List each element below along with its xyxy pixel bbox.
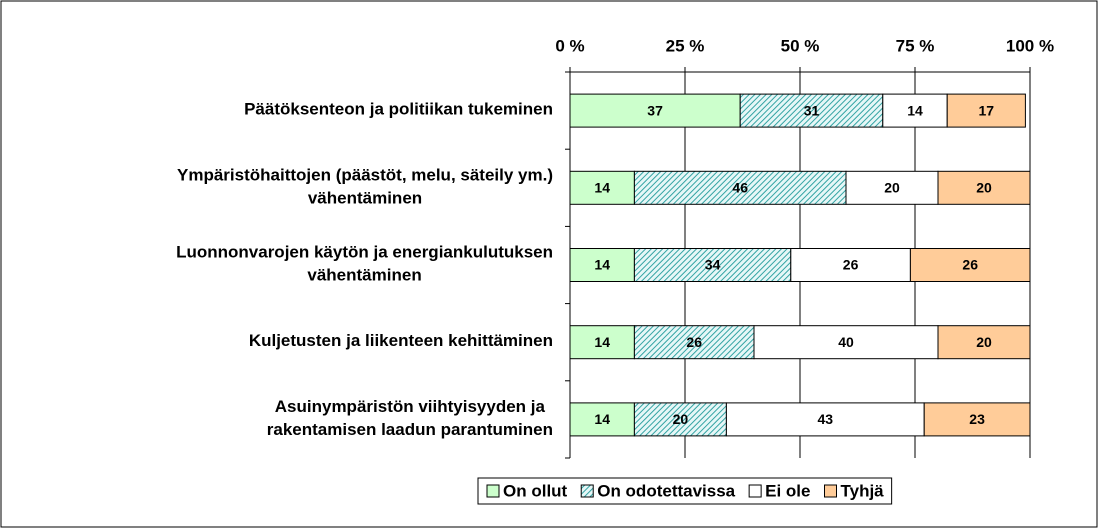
data-label: 14	[594, 180, 610, 196]
data-label: 34	[705, 257, 721, 273]
y-tick-label: Ympäristöhaittojen (päästöt, melu, sätei…	[177, 166, 553, 208]
bar-segment	[937, 170, 1031, 205]
label-line: rakentamisen laadun parantuminen	[267, 420, 553, 439]
y-tick-label: Päätöksenteon ja politiikan tukeminen	[244, 100, 553, 119]
y-tick-label: Kuljetusten ja liikenteen kehittäminen	[249, 332, 553, 351]
data-label: 26	[686, 334, 702, 350]
label-line: Ympäristöhaittojen (päästöt, melu, sätei…	[177, 166, 553, 185]
data-label: 14	[594, 411, 610, 427]
data-label: 17	[979, 102, 995, 118]
label-line: Päätöksenteon ja politiikan tukeminen	[244, 100, 553, 119]
data-label: 37	[647, 102, 663, 118]
bar-segment	[909, 248, 1031, 282]
data-label: 20	[976, 334, 992, 350]
data-label: 23	[969, 411, 985, 427]
x-tick-label: 0 %	[555, 36, 584, 55]
x-tick-label: 50 %	[781, 36, 820, 55]
label-line: Luonnonvarojen käytön ja energiankulutuk…	[176, 243, 553, 262]
data-label: 14	[907, 102, 923, 118]
legend-swatch	[748, 484, 762, 498]
legend-label: Tyhjä	[841, 481, 885, 500]
x-tick-label: 25 %	[666, 36, 705, 55]
x-tick-label: 75 %	[896, 36, 935, 55]
data-label: 46	[732, 180, 748, 196]
data-label: 20	[673, 411, 689, 427]
bar-segment	[725, 402, 925, 437]
data-label: 43	[818, 411, 834, 427]
legend-swatch	[580, 484, 594, 498]
bar-segment	[569, 402, 635, 437]
bar-segment	[946, 93, 1026, 128]
data-label: 40	[838, 334, 854, 350]
data-label: 20	[884, 180, 900, 196]
bar-segment	[845, 170, 939, 205]
legend-label: On odotettavissa	[597, 481, 735, 500]
bar-segment	[739, 93, 884, 128]
data-label: 20	[976, 180, 992, 196]
y-tick-label: Luonnonvarojen käytön ja energiankulutuk…	[176, 243, 553, 285]
label-line: Asuinympäristön viihtyisyyden ja	[275, 397, 546, 416]
data-label: 14	[594, 334, 610, 350]
bar-segment	[633, 402, 727, 437]
bar-segment	[569, 325, 635, 360]
legend-swatch	[486, 484, 500, 498]
bar-segment	[569, 93, 741, 128]
bar-segment	[882, 93, 948, 128]
label-line: Kuljetusten ja liikenteen kehittäminen	[249, 332, 553, 351]
legend-label: Ei ole	[765, 481, 810, 500]
bar-segment	[569, 248, 635, 282]
legend	[477, 477, 893, 505]
y-tick-label: Asuinympäristön viihtyisyyden ja rakentam…	[267, 397, 553, 439]
label-line: vähentäminen	[307, 266, 421, 285]
legend-label: On ollut	[503, 481, 568, 500]
data-label: 26	[962, 257, 978, 273]
data-label: 14	[594, 257, 610, 273]
bar-segment	[923, 402, 1031, 437]
bar-segment	[753, 325, 939, 360]
bar-segment	[569, 170, 635, 205]
label-line: vähentäminen	[308, 189, 422, 208]
bar-segment	[937, 325, 1031, 360]
data-label: 31	[804, 102, 820, 118]
legend-swatch	[824, 484, 837, 498]
x-tick-label: 100 %	[1006, 36, 1054, 55]
data-label: 26	[843, 257, 859, 273]
